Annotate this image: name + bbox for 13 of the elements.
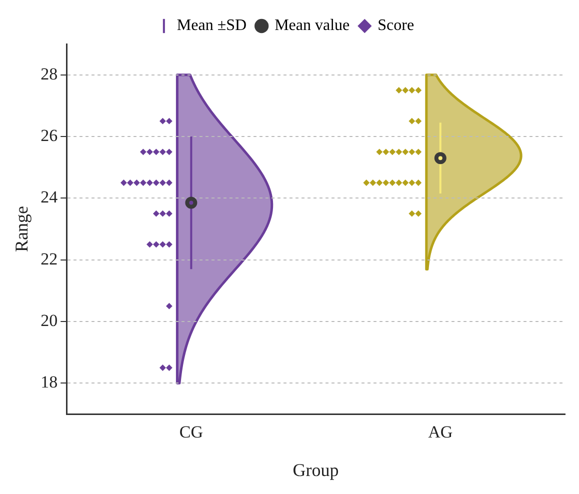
x-tick-label: CG [179,422,204,442]
legend-label: Mean value [274,17,350,34]
y-tick-label: 20 [40,310,58,330]
y-tick-label: 28 [40,64,58,84]
legend-label: Mean ±SD [176,17,247,34]
y-tick-label: 24 [40,188,58,207]
x-tick-label: AG [428,422,453,442]
y-tick-label: 18 [40,372,58,392]
y-tick-label: 22 [40,249,58,268]
x-axis-title: Group [292,460,339,480]
legend-label: Score [378,17,414,34]
y-tick-label: 26 [40,126,58,145]
y-axis-title: Range [12,206,32,252]
